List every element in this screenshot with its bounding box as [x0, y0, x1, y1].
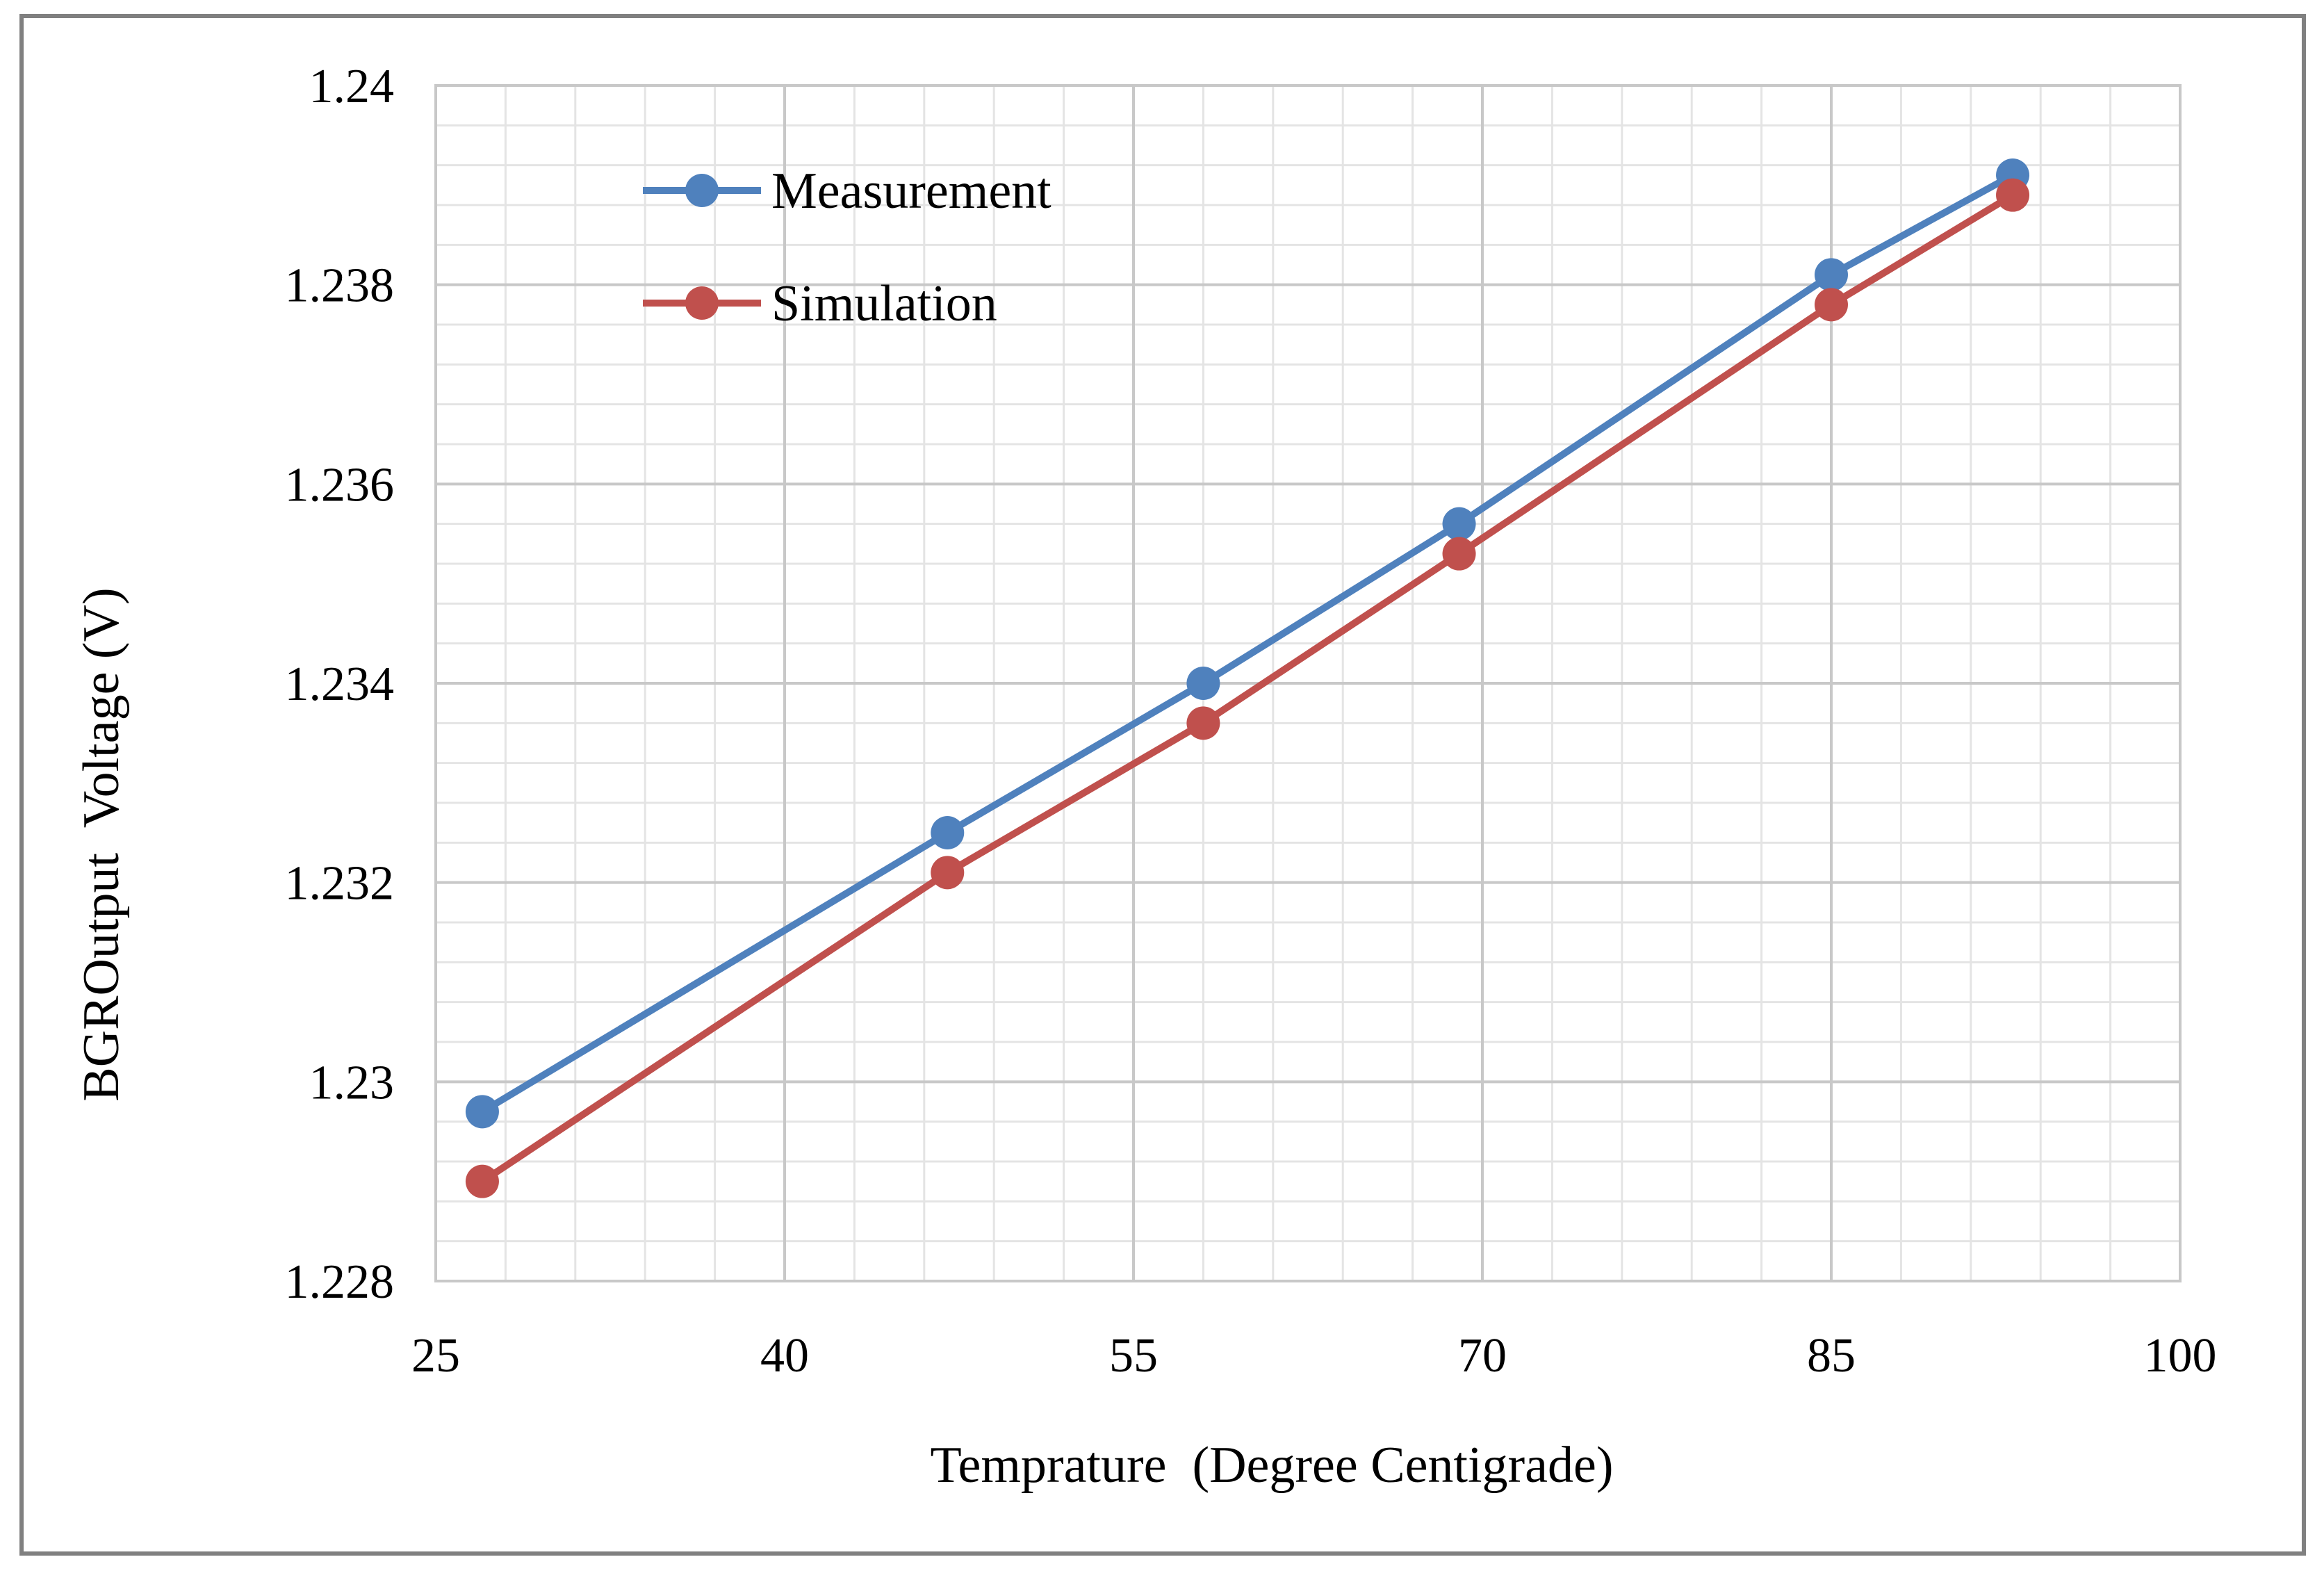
y-tick-label: 1.23: [309, 1056, 395, 1109]
y-tick-label: 1.238: [285, 259, 395, 313]
chart-frame: [19, 14, 2306, 1556]
data-point-measurement: [465, 1095, 499, 1129]
data-point-simulation: [465, 1164, 499, 1198]
y-axis-title: BGROutput Voltage (V): [73, 587, 130, 1101]
y-tick-label: 1.234: [285, 658, 395, 711]
data-point-simulation: [1815, 288, 1848, 322]
major-gridlines: [434, 84, 2182, 1282]
series-line-measurement: [480, 172, 2015, 1115]
legend-label-measurement: Measurement: [771, 163, 1051, 220]
legend-label-simulation: Simulation: [771, 275, 997, 332]
data-point-measurement: [1442, 507, 1476, 541]
data-point-measurement: [1186, 667, 1220, 700]
plot-border: [434, 84, 2182, 1282]
data-point-simulation: [931, 856, 965, 890]
x-axis-title: Temprature (Degree Centigrade): [930, 1437, 1613, 1494]
x-axis-tick-labels: 25 40 55 70 85 100: [411, 1329, 2217, 1383]
legend-marker-simulation: [685, 286, 719, 320]
x-tick-label: 85: [1807, 1329, 1856, 1383]
data-point-measurement: [1815, 258, 1848, 292]
data-point-simulation: [1996, 178, 2030, 212]
x-tick-label: 55: [1109, 1329, 1158, 1383]
data-point-simulation: [1186, 706, 1220, 740]
plot-area-border: [434, 84, 2182, 1282]
y-tick-label: 1.24: [309, 60, 395, 113]
legend-marker-measurement: [685, 174, 719, 207]
series-line-simulation: [480, 192, 2015, 1184]
y-tick-label: 1.232: [285, 857, 395, 911]
y-axis-tick-labels: 1.228 1.23 1.232 1.234 1.236 1.238 1.24: [285, 60, 395, 1309]
x-tick-label: 40: [760, 1329, 809, 1383]
x-tick-label: 25: [411, 1329, 460, 1383]
x-tick-label: 70: [1458, 1329, 1507, 1383]
data-point-measurement: [931, 816, 965, 849]
y-tick-label: 1.236: [285, 458, 395, 512]
y-tick-label: 1.228: [285, 1255, 395, 1309]
legend: Measurement Simulation: [643, 163, 1051, 332]
data-point-simulation: [1442, 537, 1476, 571]
series-markers: [465, 158, 2030, 1198]
x-tick-label: 100: [2144, 1329, 2217, 1383]
series-lines: [480, 172, 2015, 1184]
